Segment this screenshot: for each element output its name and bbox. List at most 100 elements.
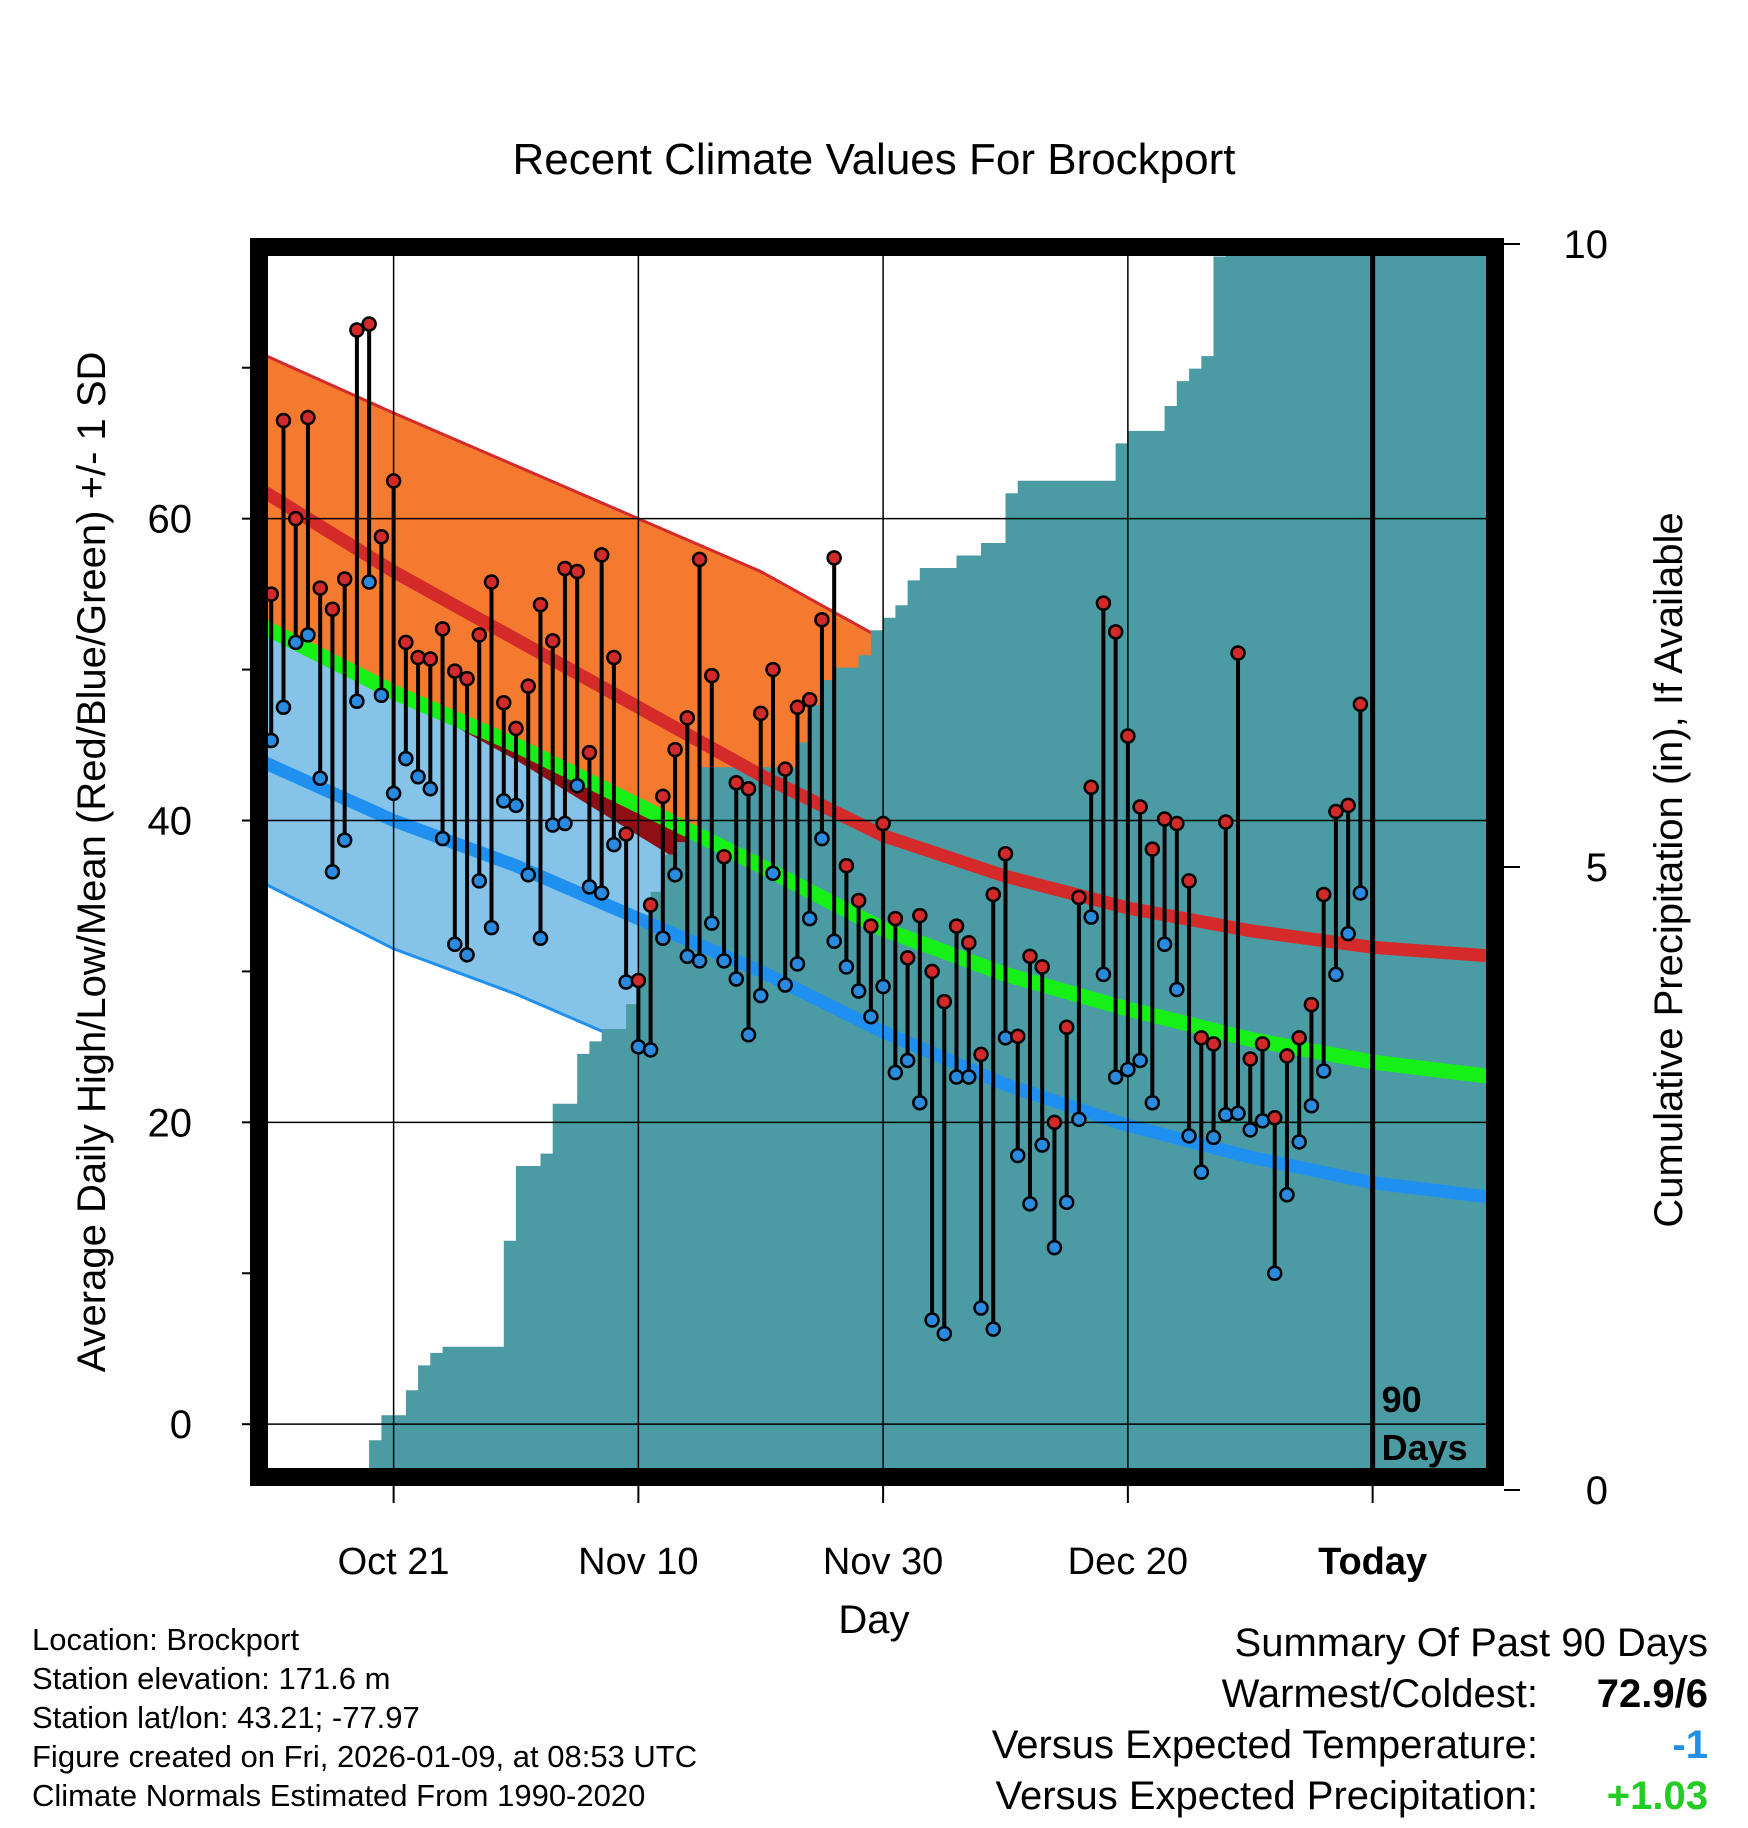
y-left-tick-label: 40 — [148, 799, 193, 843]
daily-high-point — [410, 649, 426, 666]
warmest-coldest-value: 72.9/6 — [1596, 1672, 1708, 1716]
daily-high-point — [520, 678, 536, 694]
daily-low-point — [606, 836, 622, 853]
daily-high-point — [618, 826, 634, 842]
daily-low-point — [1254, 1113, 1271, 1129]
daily-high-point — [496, 695, 512, 711]
daily-high-point — [887, 910, 904, 927]
elevation-text: Station elevation: 171.6 m — [32, 1661, 391, 1696]
daily-high-point — [1266, 1110, 1283, 1126]
daily-high-point — [716, 848, 732, 865]
daily-high-point — [777, 761, 793, 777]
x-axis-ticks: Oct 21 Nov 10 Nov 30 Dec 20 Today — [338, 1486, 1427, 1583]
daily-low-point — [728, 971, 745, 987]
daily-low-point — [508, 797, 524, 814]
daily-low-point — [434, 830, 451, 847]
daily-low-point — [385, 785, 402, 802]
daily-high-point — [544, 633, 561, 649]
precip-versus-label: Versus Expected Precipitation: — [995, 1774, 1538, 1818]
summary-panel: Summary Of Past 90 Days Warmest/Coldest:… — [992, 1618, 1708, 1822]
daily-high-point — [1303, 996, 1320, 1013]
daily-low-point — [300, 627, 316, 643]
daily-low-point — [1291, 1134, 1307, 1150]
y-right-tick-label: 10 — [1564, 223, 1609, 267]
daily-low-point — [1266, 1265, 1283, 1282]
daily-low-point — [324, 864, 341, 880]
daily-range-sticks — [269, 323, 1363, 1334]
daily-low-point — [287, 634, 304, 651]
daily-low-point — [471, 873, 488, 889]
daily-high-point — [349, 322, 365, 338]
daily-high-point — [593, 547, 610, 563]
daily-high-point — [300, 409, 316, 426]
daily-low-point — [1315, 1063, 1332, 1079]
daily-low-point — [361, 574, 377, 590]
y-axis-left-ticks: 0 20 40 60 — [148, 366, 250, 1447]
daily-low-point — [447, 936, 463, 953]
daily-low-point — [349, 693, 365, 710]
daily-high-point — [312, 580, 328, 596]
daily-low-point — [581, 879, 598, 895]
y-left-tick-label: 60 — [148, 498, 193, 542]
daily-high-point — [997, 845, 1014, 862]
daily-high-point — [336, 571, 353, 587]
created-text: Figure created on Fri, 2026-01-09, at 08… — [32, 1739, 698, 1774]
daily-high-point — [398, 634, 414, 651]
daily-low-point — [459, 947, 475, 963]
y-axis-left-label: Average Daily High/Low/Mean (Red/Blue/Gr… — [70, 352, 114, 1373]
daily-low-point — [1230, 1105, 1246, 1122]
location-text: Location: Brockport — [32, 1622, 300, 1657]
daily-low-point — [410, 768, 426, 785]
daily-low-point — [899, 1052, 916, 1069]
daily-low-point — [593, 885, 610, 901]
daily-low-point — [275, 699, 292, 716]
daily-low-point — [655, 930, 671, 946]
daily-low-point — [618, 974, 634, 990]
normals-text: Climate Normals Estimated From 1990-2020 — [32, 1778, 646, 1813]
daily-high-point — [1279, 1048, 1295, 1064]
daily-high-point — [1169, 815, 1185, 832]
daily-high-point — [875, 815, 891, 832]
daily-high-point — [459, 670, 475, 687]
daily-low-point — [1144, 1094, 1161, 1111]
daily-high-point — [447, 663, 463, 679]
daily-high-point — [1046, 1114, 1063, 1131]
daily-low-point — [1352, 885, 1369, 901]
daily-high-point — [1242, 1051, 1258, 1067]
warmest-coldest-label: Warmest/Coldest: — [1221, 1672, 1538, 1716]
today-days-label-number: 90 — [1382, 1379, 1422, 1420]
daily-high-point — [324, 601, 341, 617]
daily-low-point — [1303, 1097, 1320, 1114]
y-axis-right-label: Cumulative Precipitation (in), If Availa… — [1647, 512, 1691, 1227]
daily-high-point — [557, 560, 573, 577]
daily-low-point — [398, 750, 414, 767]
daily-low-point — [765, 865, 781, 882]
chart-title: Recent Climate Values For Brockport — [512, 135, 1235, 184]
daily-high-point — [752, 705, 769, 722]
x-tick-label: Dec 20 — [1068, 1541, 1188, 1583]
daily-low-point — [569, 778, 585, 794]
daily-low-point — [912, 1094, 928, 1111]
daily-high-point — [1254, 1036, 1271, 1052]
daily-high-point — [1107, 624, 1124, 640]
daily-low-point — [752, 987, 769, 1004]
daily-high-point — [1071, 889, 1087, 906]
daily-low-point — [1156, 936, 1173, 953]
daily-high-point — [948, 918, 965, 934]
daily-low-point — [312, 770, 328, 786]
daily-low-point — [1009, 1147, 1026, 1164]
daily-high-point — [630, 972, 647, 989]
daily-high-point — [1291, 1030, 1307, 1046]
daily-low-point — [336, 832, 353, 848]
x-axis-label: Day — [838, 1598, 909, 1642]
daily-low-point — [875, 978, 891, 995]
daily-low-point — [1022, 1196, 1038, 1212]
summary-title: Summary Of Past 90 Days — [1234, 1621, 1708, 1665]
daily-low-point — [850, 983, 867, 999]
daily-low-point — [1132, 1052, 1148, 1069]
daily-low-point — [704, 915, 720, 931]
daily-high-point — [1132, 799, 1148, 815]
y-right-tick-label: 0 — [1586, 1469, 1608, 1513]
daily-high-point — [1205, 1036, 1222, 1052]
